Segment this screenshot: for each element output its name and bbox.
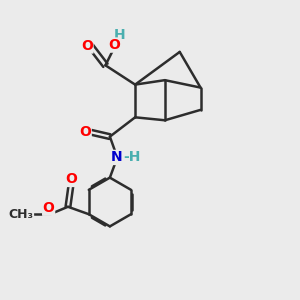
- Text: O: O: [65, 172, 77, 186]
- Text: O: O: [79, 125, 91, 139]
- Text: O: O: [108, 38, 120, 52]
- Text: O: O: [43, 201, 55, 215]
- Text: O: O: [81, 39, 93, 53]
- Text: N: N: [111, 150, 122, 164]
- Text: CH₃: CH₃: [8, 208, 34, 221]
- Text: H: H: [114, 28, 125, 42]
- Text: -H: -H: [123, 150, 140, 164]
